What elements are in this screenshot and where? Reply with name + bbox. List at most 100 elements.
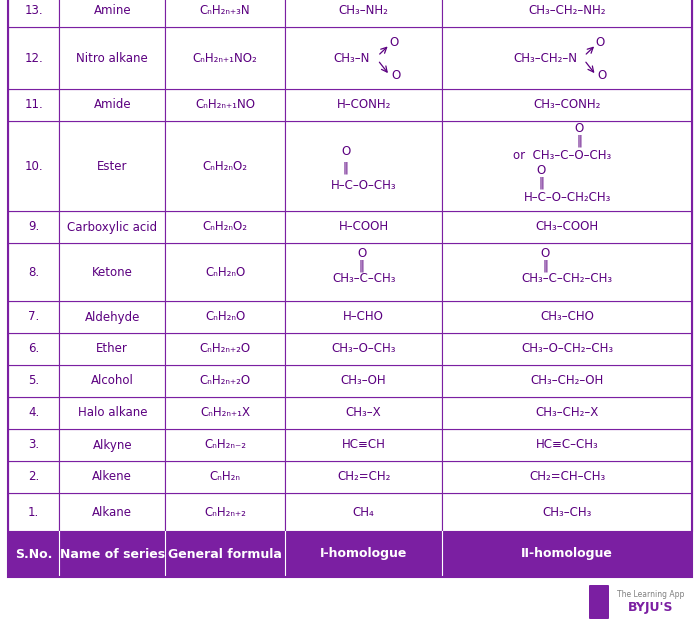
Bar bbox=[8, 461, 60, 493]
Bar bbox=[8, 89, 60, 121]
Bar bbox=[165, 461, 285, 493]
Bar bbox=[285, 121, 442, 211]
Bar bbox=[8, 531, 692, 577]
Text: CH₃–NH₂: CH₃–NH₂ bbox=[339, 4, 389, 18]
Text: 4.: 4. bbox=[28, 406, 39, 420]
Bar bbox=[60, 243, 165, 301]
Text: 6.: 6. bbox=[28, 343, 39, 355]
Text: Alkane: Alkane bbox=[92, 506, 132, 518]
Bar bbox=[60, 333, 165, 365]
Text: Amine: Amine bbox=[94, 4, 131, 18]
Bar bbox=[8, 333, 60, 365]
Text: 3.: 3. bbox=[28, 439, 39, 451]
Text: CH₃–CH₂–OH: CH₃–CH₂–OH bbox=[531, 375, 604, 387]
Bar bbox=[8, 493, 60, 531]
Text: ‖: ‖ bbox=[538, 176, 544, 190]
Text: CH₃–CH₂–NH₂: CH₃–CH₂–NH₂ bbox=[528, 4, 606, 18]
Text: H–CONH₂: H–CONH₂ bbox=[337, 99, 391, 111]
Bar bbox=[60, 121, 165, 211]
Bar bbox=[8, 211, 60, 243]
Bar bbox=[165, 429, 285, 461]
Text: CₙH₂ₙ₊₁X: CₙH₂ₙ₊₁X bbox=[200, 406, 250, 420]
Bar bbox=[442, 243, 692, 301]
Bar bbox=[442, 89, 692, 121]
Text: or  CH₃–C–O–CH₃: or CH₃–C–O–CH₃ bbox=[513, 149, 611, 162]
Text: I-homologue: I-homologue bbox=[320, 547, 407, 561]
Text: HC≡C–CH₃: HC≡C–CH₃ bbox=[536, 439, 598, 451]
Bar bbox=[8, 243, 60, 301]
Text: The Learning App: The Learning App bbox=[617, 590, 685, 599]
Bar bbox=[285, 0, 442, 27]
Bar bbox=[60, 89, 165, 121]
Bar bbox=[8, 397, 60, 429]
Bar bbox=[60, 301, 165, 333]
Text: 12.: 12. bbox=[25, 51, 43, 64]
Text: 13.: 13. bbox=[25, 4, 43, 18]
Text: HC≡CH: HC≡CH bbox=[342, 439, 386, 451]
Text: CₙH₂ₙ₊₁NO₂: CₙH₂ₙ₊₁NO₂ bbox=[193, 51, 258, 64]
Text: Aldehyde: Aldehyde bbox=[85, 310, 140, 324]
Bar bbox=[60, 397, 165, 429]
Text: CH₃–C–CH₂–CH₃: CH₃–C–CH₂–CH₃ bbox=[522, 272, 612, 286]
Text: O: O bbox=[391, 69, 400, 82]
Text: Name of series: Name of series bbox=[60, 547, 165, 561]
Text: H–CHO: H–CHO bbox=[343, 310, 384, 324]
Text: 5.: 5. bbox=[28, 375, 39, 387]
Text: CₙH₂ₙO: CₙH₂ₙO bbox=[205, 265, 245, 279]
Text: 2.: 2. bbox=[28, 470, 39, 483]
Text: General formula: General formula bbox=[168, 547, 282, 561]
Text: ‖: ‖ bbox=[542, 260, 548, 272]
Text: CH₃–CH₃: CH₃–CH₃ bbox=[542, 506, 592, 518]
Bar bbox=[285, 301, 442, 333]
Bar bbox=[165, 333, 285, 365]
Bar bbox=[165, 211, 285, 243]
Bar bbox=[8, 429, 60, 461]
Text: CH₃–N: CH₃–N bbox=[333, 51, 370, 64]
Text: 1.: 1. bbox=[28, 506, 39, 518]
Bar bbox=[165, 493, 285, 531]
Bar bbox=[8, 27, 60, 89]
Bar bbox=[285, 461, 442, 493]
Text: CH₃–COOH: CH₃–COOH bbox=[536, 221, 598, 233]
Bar bbox=[165, 0, 285, 27]
Text: O: O bbox=[357, 247, 366, 260]
Text: H–C–O–CH₂CH₃: H–C–O–CH₂CH₃ bbox=[524, 191, 611, 204]
Text: H–COOH: H–COOH bbox=[339, 221, 389, 233]
Text: II-homologue: II-homologue bbox=[522, 547, 613, 561]
Bar bbox=[442, 461, 692, 493]
Text: CₙH₂ₙ₊₃N: CₙH₂ₙ₊₃N bbox=[200, 4, 251, 18]
Bar bbox=[442, 493, 692, 531]
Text: 10.: 10. bbox=[25, 159, 43, 173]
Text: CₙH₂ₙO: CₙH₂ₙO bbox=[205, 310, 245, 324]
Text: H–C–O–CH₃: H–C–O–CH₃ bbox=[331, 179, 396, 192]
Text: Alkyne: Alkyne bbox=[92, 439, 132, 451]
Text: CH₃–C–CH₃: CH₃–C–CH₃ bbox=[332, 272, 396, 286]
Text: CₙH₂ₙ₊₁NO: CₙH₂ₙ₊₁NO bbox=[195, 99, 256, 111]
Text: CₙH₂ₙ: CₙH₂ₙ bbox=[210, 470, 241, 483]
Bar bbox=[285, 493, 442, 531]
Bar bbox=[285, 27, 442, 89]
Text: O: O bbox=[596, 36, 605, 49]
Text: O: O bbox=[540, 247, 550, 260]
Bar bbox=[165, 121, 285, 211]
Text: CₙH₂ₙO₂: CₙH₂ₙO₂ bbox=[203, 221, 248, 233]
Bar bbox=[8, 0, 60, 27]
Text: CₙH₂ₙO₂: CₙH₂ₙO₂ bbox=[203, 159, 248, 173]
Bar bbox=[442, 211, 692, 243]
Bar bbox=[8, 301, 60, 333]
Text: CH₃–O–CH₂–CH₃: CH₃–O–CH₂–CH₃ bbox=[521, 343, 613, 355]
Text: ‖: ‖ bbox=[576, 134, 582, 147]
Text: O: O bbox=[389, 36, 398, 49]
Bar bbox=[442, 429, 692, 461]
Bar bbox=[60, 429, 165, 461]
Text: Ketone: Ketone bbox=[92, 265, 133, 279]
Bar bbox=[165, 365, 285, 397]
Text: Alkene: Alkene bbox=[92, 470, 132, 483]
Bar bbox=[442, 397, 692, 429]
Text: O: O bbox=[536, 164, 546, 177]
Text: CₙH₂ₙ₋₂: CₙH₂ₙ₋₂ bbox=[204, 439, 246, 451]
Text: CₙH₂ₙ₊₂O: CₙH₂ₙ₊₂O bbox=[199, 375, 251, 387]
Text: CH₃–X: CH₃–X bbox=[346, 406, 382, 420]
Bar bbox=[442, 27, 692, 89]
FancyBboxPatch shape bbox=[589, 585, 609, 619]
